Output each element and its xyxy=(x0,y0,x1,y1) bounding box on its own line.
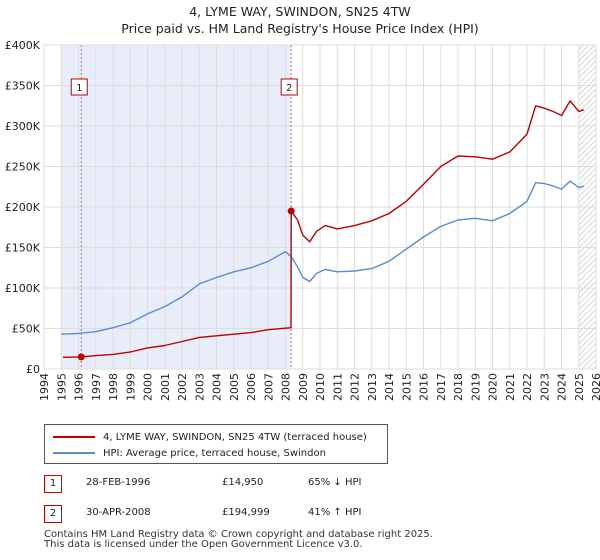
y-tick-label-7: £350K xyxy=(5,80,41,93)
chart-title: 4, LYME WAY, SWINDON, SN25 4TW Price pai… xyxy=(0,3,600,37)
sale-label-box-1 xyxy=(70,78,88,96)
sale-date-1: 28-FEB-1996 xyxy=(86,477,151,488)
x-tick-label-1994: 1994 xyxy=(38,373,51,401)
x-tick-label-2007: 2007 xyxy=(262,373,275,401)
y-tick-label-8: £400K xyxy=(5,39,41,52)
x-tick-label-2022: 2022 xyxy=(521,373,534,401)
legend-item-hpi: HPI: Average price, terraced house, Swin… xyxy=(53,446,326,460)
legend-item-property: 4, LYME WAY, SWINDON, SN25 4TW (terraced… xyxy=(53,430,367,444)
legend-label-property: 4, LYME WAY, SWINDON, SN25 4TW (terraced… xyxy=(103,431,367,443)
x-tick-label-2004: 2004 xyxy=(211,373,224,401)
sale-point-1 xyxy=(77,353,85,361)
legend-swatch-hpi xyxy=(53,452,95,454)
footer-line-1: Contains HM Land Registry data © Crown c… xyxy=(44,529,433,540)
x-tick-label-2025: 2025 xyxy=(573,373,586,401)
y-tick-label-4: £200K xyxy=(5,201,41,214)
x-tick-label-2017: 2017 xyxy=(435,373,448,401)
x-tick-label-2024: 2024 xyxy=(556,373,569,401)
sale-date-2: 30-APR-2008 xyxy=(86,507,151,518)
sale-label-box-2 xyxy=(280,78,298,96)
legend-label-hpi: HPI: Average price, terraced house, Swin… xyxy=(103,447,326,459)
y-tick-label-6: £300K xyxy=(5,120,41,133)
x-tick-label-2016: 2016 xyxy=(418,373,431,401)
x-tick-label-1997: 1997 xyxy=(90,373,103,401)
footer-line-2: This data is licensed under the Open Gov… xyxy=(44,539,363,550)
x-tick-label-1996: 1996 xyxy=(73,373,86,401)
x-tick-label-2009: 2009 xyxy=(297,373,310,401)
series-line-property xyxy=(62,100,585,358)
x-tick-label-1999: 1999 xyxy=(124,373,137,401)
x-tick-label-2014: 2014 xyxy=(383,373,396,401)
x-tick-label-2011: 2011 xyxy=(331,373,344,401)
sale-hpi-2: 41% ↑ HPI xyxy=(308,507,362,518)
x-tick-label-2003: 2003 xyxy=(193,373,206,401)
x-tick-label-2000: 2000 xyxy=(142,373,155,401)
y-tick-label-3: £150K xyxy=(5,242,41,255)
x-tick-label-2021: 2021 xyxy=(504,373,517,401)
x-tick-label-2015: 2015 xyxy=(400,373,413,401)
footer: Contains HM Land Registry data © Crown c… xyxy=(44,530,433,550)
series-line-hpi xyxy=(61,180,585,335)
legend-swatch-property xyxy=(53,436,95,438)
sale-hpi-1: 65% ↓ HPI xyxy=(308,477,362,488)
sale-label-text-2: 2 xyxy=(286,83,292,94)
x-tick-label-2019: 2019 xyxy=(469,373,482,401)
x-tick-label-2002: 2002 xyxy=(176,373,189,401)
x-tick-label-2006: 2006 xyxy=(245,373,258,401)
y-tick-label-2: £100K xyxy=(5,282,41,295)
x-tick-label-2020: 2020 xyxy=(487,373,500,401)
x-tick-label-2001: 2001 xyxy=(159,373,172,401)
sale-price-2: £194,999 xyxy=(222,507,270,518)
x-tick-label-2008: 2008 xyxy=(280,373,293,401)
y-tick-label-5: £250K xyxy=(5,161,41,174)
legend: 4, LYME WAY, SWINDON, SN25 4TW (terraced… xyxy=(44,424,388,464)
sale-point-2 xyxy=(287,207,295,215)
sale-label-text-1: 1 xyxy=(76,83,82,94)
x-tick-label-2013: 2013 xyxy=(366,373,379,401)
chart-svg: 1 2 £0 £50K £100K £150K £200K £250K £300K £350K £… xyxy=(5,39,600,401)
sale-badge-1: 1 xyxy=(44,475,62,493)
x-tick-label-2026: 2026 xyxy=(590,373,600,401)
x-tick-label-2018: 2018 xyxy=(452,373,465,401)
y-tick-label-0: £0 xyxy=(26,363,40,376)
x-tick-label-2005: 2005 xyxy=(228,373,241,401)
x-tick-label-1998: 1998 xyxy=(107,373,120,401)
x-tick-label-1995: 1995 xyxy=(55,373,68,401)
title: 4, LYME WAY, SWINDON, SN25 4TW xyxy=(189,4,411,19)
x-tick-label-2023: 2023 xyxy=(538,373,551,401)
y-tick-label-1: £50K xyxy=(12,323,41,336)
sale-price-1: £14,950 xyxy=(222,477,264,488)
x-tick-label-2010: 2010 xyxy=(314,373,327,401)
x-tick-label-2012: 2012 xyxy=(349,373,362,401)
subtitle: Price paid vs. HM Land Registry's House … xyxy=(121,21,479,36)
sale-badge-2: 2 xyxy=(44,505,62,523)
